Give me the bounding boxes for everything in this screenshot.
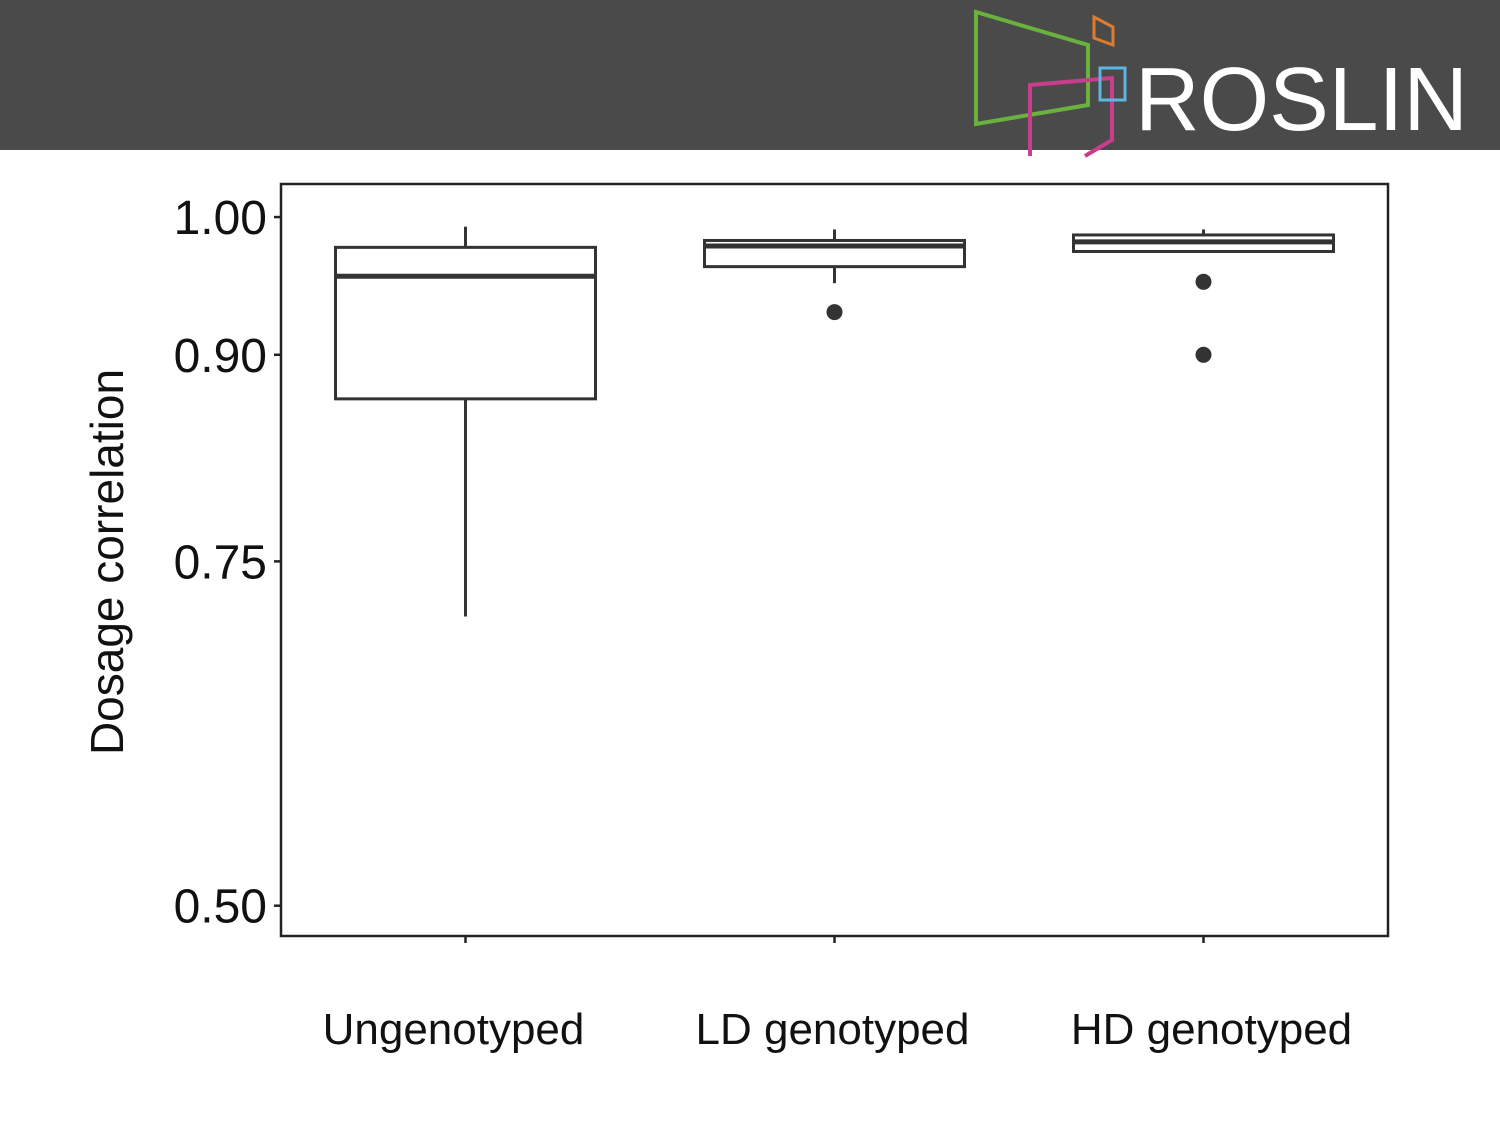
y-tick-label: 1.00 xyxy=(174,192,267,245)
outlier xyxy=(1195,273,1212,290)
y-tick-label: 0.75 xyxy=(174,536,267,589)
outlier xyxy=(1195,346,1212,363)
x-tick-label: Ungenotyped xyxy=(323,1005,585,1054)
plot-frame xyxy=(279,182,1390,938)
logo-shape xyxy=(1098,66,1127,102)
x-tick-label: HD genotyped xyxy=(1071,1005,1352,1054)
x-tick-label: LD genotyped xyxy=(696,1005,970,1054)
y-tick-label: 0.50 xyxy=(174,881,267,934)
box xyxy=(334,245,597,401)
header-bar xyxy=(0,0,1500,150)
y-axis-label: Dosage correlation xyxy=(81,369,133,755)
y-tick-label: 0.90 xyxy=(174,330,267,383)
outlier xyxy=(826,304,843,321)
box xyxy=(703,238,966,269)
logo-shape xyxy=(974,9,1090,127)
logo-shape xyxy=(1028,75,1114,158)
logo xyxy=(974,9,1127,158)
logo-text: ROSLIN xyxy=(1135,50,1468,150)
logo-shape xyxy=(1092,14,1115,48)
